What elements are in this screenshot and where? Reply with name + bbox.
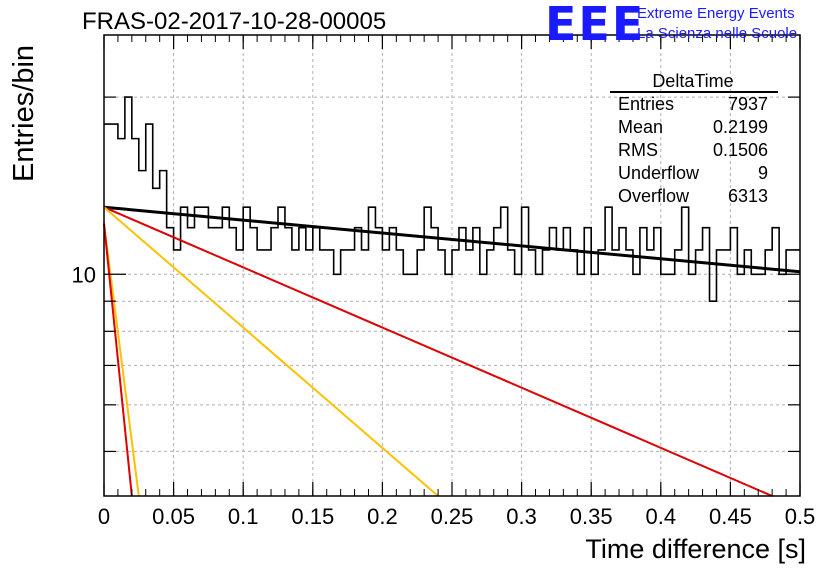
eee-logo: EEE Extreme Energy Events La Scienza nel… — [545, 0, 797, 51]
stats-value-rms: 0.1506 — [713, 140, 768, 160]
fit-line-red-1 — [103, 206, 773, 497]
chart-title: FRAS-02-2017-10-28-00005 — [82, 8, 387, 35]
x-tick-label: 0.35 — [570, 504, 613, 529]
x-axis-label: Time difference [s] — [585, 534, 806, 564]
y-axis-label: Entries/bin — [8, 44, 40, 182]
stats-label-entries: Entries — [618, 94, 674, 114]
stats-label-underflow: Underflow — [618, 163, 700, 183]
eee-logo-mark: EEE — [545, 0, 646, 51]
eee-logo-caption: Extreme Energy Events La Scienza nelle S… — [637, 4, 797, 44]
x-tick-label: 0.45 — [709, 504, 752, 529]
x-tick-label: 0.05 — [152, 504, 195, 529]
fit-line-red-4 — [103, 223, 133, 497]
x-tick-label: 0.3 — [506, 504, 537, 529]
y-tick-label: 10 — [72, 262, 96, 287]
x-tick-label: 0.25 — [431, 504, 474, 529]
x-tick-label: 0 — [98, 504, 110, 529]
x-tick-label: 0.1 — [228, 504, 259, 529]
stats-label-overflow: Overflow — [618, 186, 690, 206]
logo-line-2: La Scienza nelle Scuole — [637, 25, 798, 42]
x-tick-label: 0.15 — [291, 504, 334, 529]
stats-title: DeltaTime — [652, 71, 733, 91]
stats-box: DeltaTime Entries 7937 Mean 0.2199 RMS 0.1506 U… — [610, 71, 778, 206]
x-tick-label: 0.2 — [367, 504, 398, 529]
fit-line-black-0 — [103, 205, 801, 274]
fit-line-orange-2 — [103, 206, 439, 497]
x-tick-label: 0.5 — [785, 504, 816, 529]
stats-value-underflow: 9 — [758, 163, 768, 183]
stats-label-mean: Mean — [618, 117, 663, 137]
stats-value-mean: 0.2199 — [713, 117, 768, 137]
histogram-deltatime — [104, 96, 800, 302]
x-tick-label: 0.4 — [646, 504, 677, 529]
stats-label-rms: RMS — [618, 140, 658, 160]
stats-value-overflow: 6313 — [728, 186, 768, 206]
logo-line-1: Extreme Energy Events — [637, 5, 795, 22]
stats-value-entries: 7937 — [728, 94, 768, 114]
fit-line-orange-3 — [103, 223, 140, 497]
